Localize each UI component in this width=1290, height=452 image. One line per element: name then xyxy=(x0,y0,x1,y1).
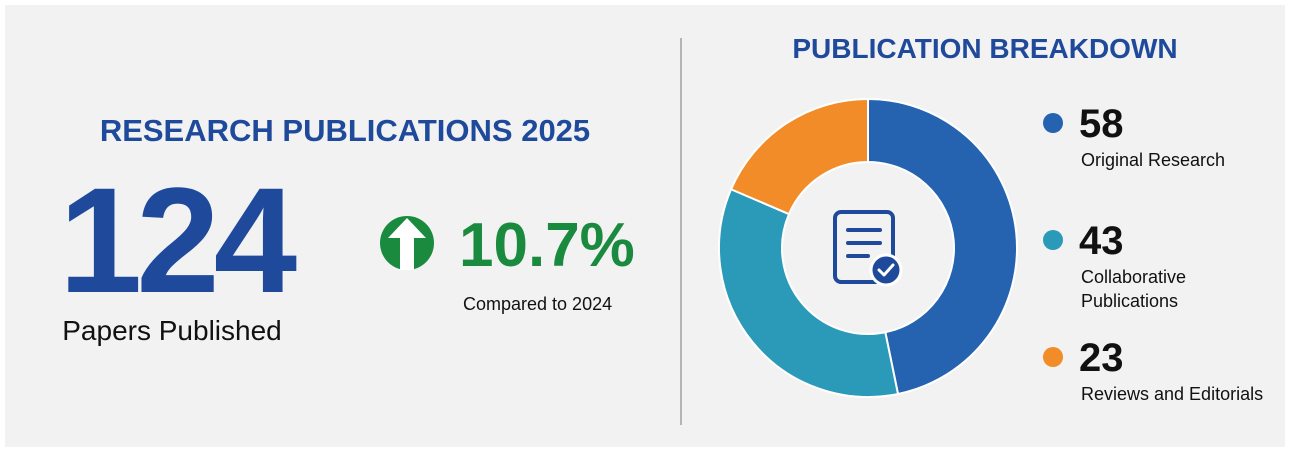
kpi-label: Papers Published xyxy=(62,315,281,346)
chart-title: PUBLICATION BREAKDOWN xyxy=(792,33,1177,64)
legend-label: Reviews and Editorials xyxy=(1081,384,1264,404)
donut-segment xyxy=(718,187,900,398)
donut-segment xyxy=(867,97,1018,396)
legend-dot xyxy=(1043,230,1063,250)
kpi-value: 124 xyxy=(59,156,297,324)
kpi-change: 10.7% xyxy=(459,211,635,280)
legend-label: Original Research xyxy=(1081,150,1226,170)
kpi-change-label: Compared to 2024 xyxy=(463,294,612,314)
document-icon xyxy=(833,210,903,287)
legend-value: 58 xyxy=(1079,102,1124,146)
legend-label: Collaborative Publications xyxy=(1081,267,1187,311)
kpi-title: RESEARCH PUBLICATIONS 2025 xyxy=(100,113,590,148)
up-arrow-icon xyxy=(380,216,434,270)
legend-dot xyxy=(1043,113,1063,133)
donut xyxy=(718,97,1018,398)
legend-value: 43 xyxy=(1079,219,1124,263)
legend-dot xyxy=(1043,347,1063,367)
panel xyxy=(5,5,1285,447)
legend-value: 23 xyxy=(1079,336,1124,380)
donut-segment xyxy=(729,97,869,216)
